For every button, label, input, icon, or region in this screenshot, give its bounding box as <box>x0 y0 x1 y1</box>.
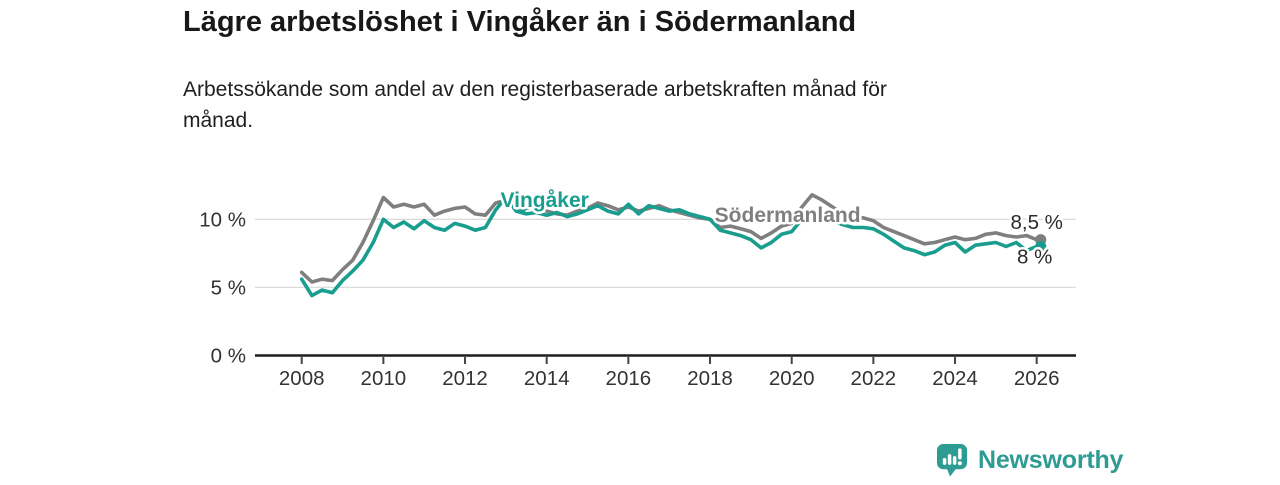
newsworthy-logo: Newsworthy <box>936 443 1123 477</box>
newsworthy-bar-chart-bubble-icon <box>936 443 968 477</box>
x-tick-label-2024: 2024 <box>932 367 978 390</box>
x-tick-label-2018: 2018 <box>687 367 733 390</box>
x-tick-label-2020: 2020 <box>769 367 815 390</box>
series-pointer-triangle-ving-ker <box>515 206 530 215</box>
series-line-s-dermanland <box>299 193 1039 284</box>
chart-subtitle: Arbetssökande som andel av den registerb… <box>183 78 887 132</box>
series-end-dot-ving-ker <box>1035 240 1047 253</box>
y-tick-label-0: 0 % <box>211 345 246 368</box>
series-label-ving-ker: Vingåker <box>500 189 588 212</box>
x-tick-label-2022: 2022 <box>851 367 897 390</box>
x-tick-label-2012: 2012 <box>442 367 488 390</box>
series-label-s-dermanland: Södermanland <box>715 204 861 227</box>
chart-title: Lägre arbetslöshet i Vingåker än i Söder… <box>183 6 857 38</box>
x-tick-label-2014: 2014 <box>524 367 570 390</box>
end-value-label-8-5-: 8,5 % <box>1010 211 1062 234</box>
y-tick-label-5: 5 % <box>211 276 246 299</box>
x-tick-label-2016: 2016 <box>606 367 652 390</box>
newsworthy-wordmark: Newsworthy <box>978 445 1124 474</box>
x-tick-label-2026: 2026 <box>1014 367 1060 390</box>
y-tick-label-10: 10 % <box>199 208 246 231</box>
x-tick-label-2008: 2008 <box>279 367 325 390</box>
end-value-label-8-: 8 % <box>1017 246 1052 269</box>
x-tick-label-2010: 2010 <box>361 367 407 390</box>
series-line-ving-ker <box>299 195 1039 298</box>
